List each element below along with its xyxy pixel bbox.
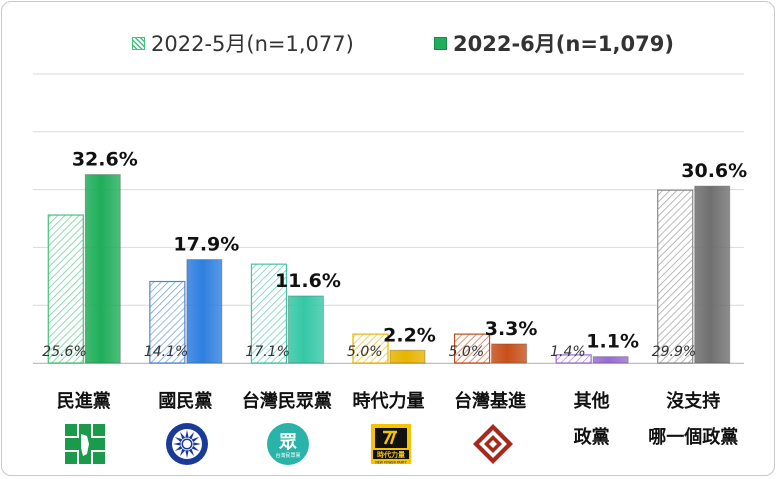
tpp-logo-icon: 眾 台灣民眾黨 bbox=[266, 422, 310, 466]
category-label-line: 政黨 bbox=[573, 427, 610, 448]
legend-item-may: 2022-5月(n=1,077) bbox=[132, 30, 354, 56]
category-label: 其他 政黨 bbox=[542, 388, 642, 452]
tpp-logo-text: 眾 bbox=[278, 432, 297, 453]
legend-item-june: 2022-6月(n=1,079) bbox=[434, 30, 674, 56]
bar-may bbox=[352, 333, 389, 364]
bar-june bbox=[694, 185, 731, 364]
data-label-june: 11.6% bbox=[275, 270, 341, 292]
category-label-line: 台灣基進 bbox=[454, 391, 527, 412]
category-label: 民進黨 bbox=[34, 388, 134, 416]
data-label-june: 2.2% bbox=[383, 324, 436, 346]
bar-may bbox=[657, 189, 694, 364]
tpp-logo-sub: 台灣民眾黨 bbox=[275, 452, 300, 459]
legend-swatch-june bbox=[434, 36, 447, 50]
category-label-line: 哪一個政黨 bbox=[648, 427, 739, 448]
bar-may bbox=[453, 333, 491, 364]
category-label: 時代力量 bbox=[339, 388, 439, 416]
bar-june bbox=[84, 174, 121, 364]
category-label-line: 其他 bbox=[573, 391, 610, 412]
bar-may bbox=[250, 263, 288, 364]
data-label-may: 17.1% bbox=[245, 344, 289, 360]
bar-may bbox=[555, 354, 592, 364]
data-label-may: 25.6% bbox=[42, 344, 86, 360]
bar-june bbox=[592, 356, 629, 364]
data-label-may: 1.4% bbox=[550, 344, 586, 360]
dpp-logo-icon bbox=[63, 422, 107, 466]
category-label-line: 沒支持 bbox=[666, 391, 721, 412]
kmt-logo-icon bbox=[165, 422, 209, 466]
legend-label-may: 2022-5月(n=1,077) bbox=[151, 32, 354, 56]
data-label-june: 32.6% bbox=[72, 149, 138, 171]
bar-june bbox=[287, 295, 324, 364]
bar-may bbox=[47, 214, 84, 364]
data-label-june: 30.6% bbox=[681, 160, 747, 182]
data-label-may: 5.0% bbox=[347, 344, 383, 360]
category-label: 台灣民眾黨 bbox=[237, 388, 337, 416]
data-label-june: 1.1% bbox=[586, 331, 639, 353]
bar-june bbox=[186, 259, 223, 364]
data-label-june: 17.9% bbox=[173, 234, 239, 256]
data-label-june: 3.3% bbox=[485, 318, 538, 340]
data-label-may: 29.9% bbox=[652, 344, 696, 360]
category-label-line: 國民黨 bbox=[158, 391, 213, 412]
category-label-line: 民進黨 bbox=[56, 391, 111, 412]
category-label: 沒支持 哪一個政黨 bbox=[643, 388, 743, 452]
bar-june bbox=[389, 349, 426, 364]
npp-logo-sub: NEW POWER PARTY bbox=[375, 461, 406, 465]
npp-logo-icon: 時代力量 NEW POWER PARTY bbox=[369, 422, 413, 466]
npp-logo-text: 時代力量 bbox=[377, 450, 405, 459]
category-label-line: 台灣民眾黨 bbox=[241, 391, 332, 412]
category-label: 台灣基進 bbox=[440, 388, 540, 416]
legend-swatch-may bbox=[132, 36, 145, 50]
category-label: 國民黨 bbox=[135, 388, 235, 416]
legend-label-june: 2022-6月(n=1,079) bbox=[453, 32, 674, 56]
tsp-logo-icon bbox=[471, 422, 515, 466]
bar-may bbox=[149, 280, 186, 364]
data-label-may: 5.0% bbox=[449, 344, 485, 360]
data-label-may: 14.1% bbox=[144, 344, 188, 360]
bar-june bbox=[491, 343, 528, 364]
category-label-line: 時代力量 bbox=[352, 391, 425, 412]
